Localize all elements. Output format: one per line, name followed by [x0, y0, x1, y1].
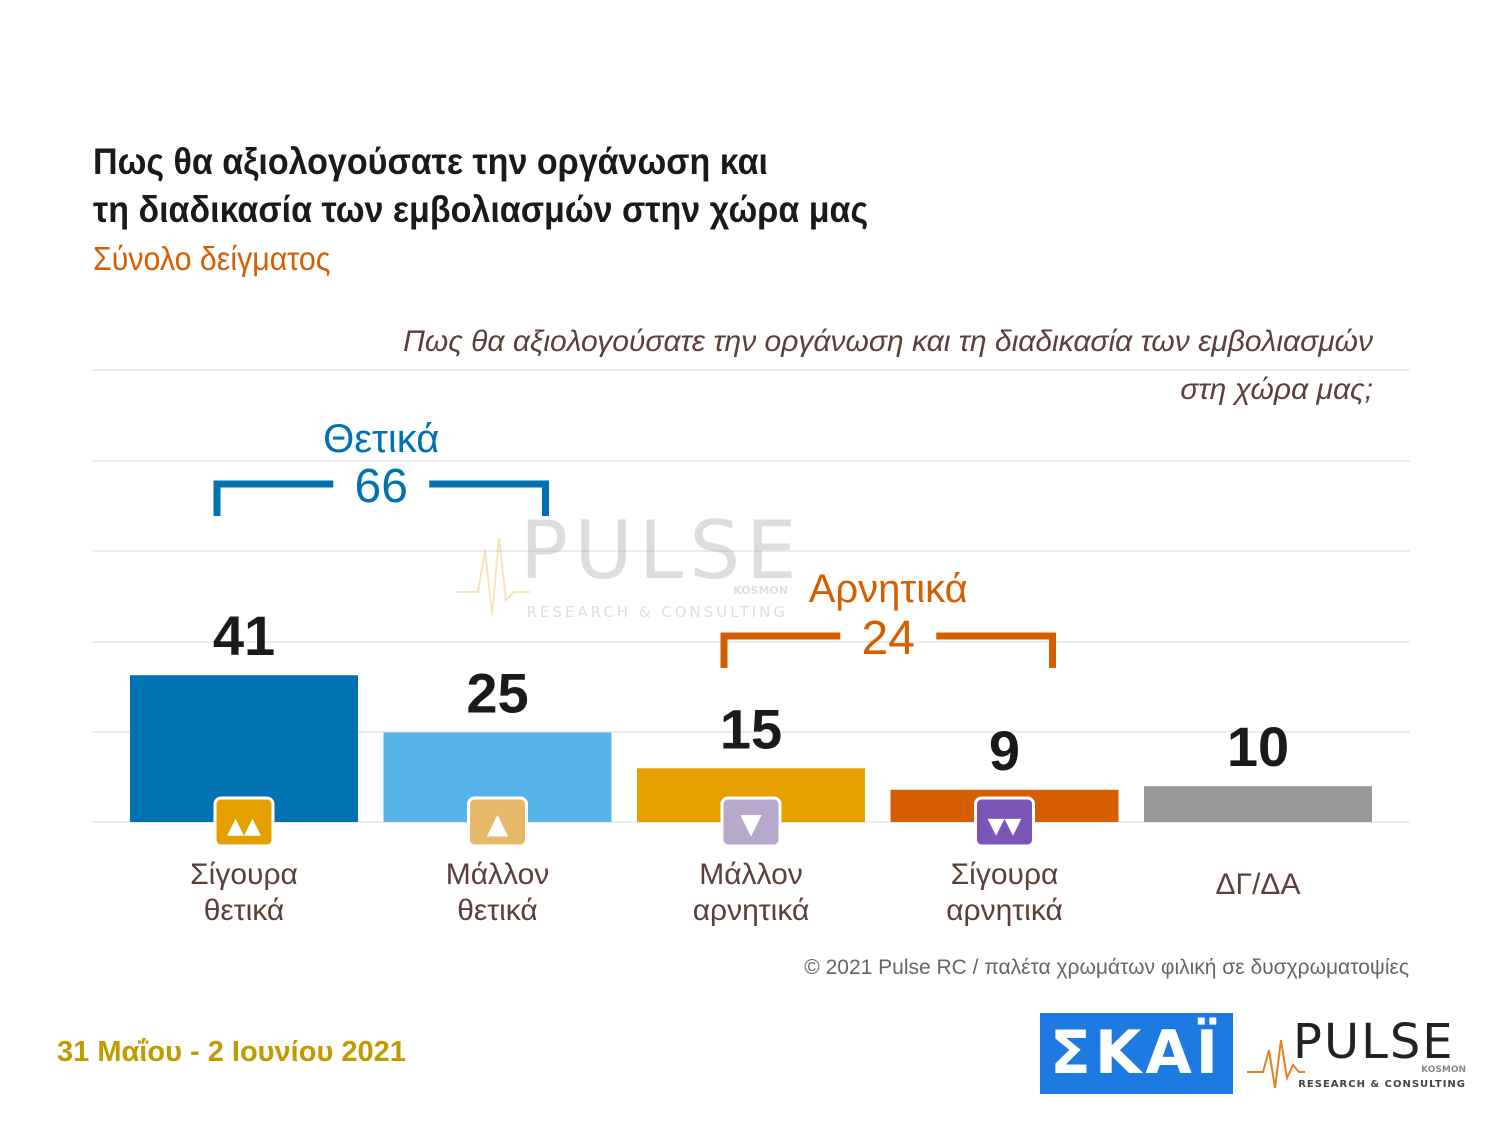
bar-value-label: 15 — [720, 697, 782, 760]
question-line-2: στη χώρα μας; — [1180, 373, 1373, 406]
group-label: Αρνητικά — [809, 567, 968, 611]
thumb-up-icon — [467, 796, 528, 848]
category-label: Μάλλον — [446, 858, 550, 891]
thumb-up-icon-glyph: ▲ — [487, 807, 509, 840]
group-value: 66 — [355, 460, 408, 513]
bar-value-label: 9 — [989, 719, 1020, 782]
group-label: Θετικά — [323, 417, 439, 461]
svg-text:ΣΚΑΪ: ΣΚΑΪ — [1050, 1016, 1222, 1088]
category-label: αρνητικά — [946, 894, 1063, 927]
bar-value-label: 41 — [213, 604, 275, 667]
svg-text:KOSMON: KOSMON — [1421, 1065, 1466, 1075]
group-value: 24 — [862, 612, 915, 665]
double-thumbs-up-icon — [213, 796, 275, 848]
category-label: θετικά — [204, 894, 285, 927]
category-label: ΔΓ/ΔΑ — [1216, 868, 1301, 901]
svg-text:PULSE: PULSE — [1293, 1014, 1455, 1070]
pulse-logo: PULSE KOSMON RESEARCH & CONSULTING — [1245, 1010, 1470, 1100]
bar — [1144, 786, 1372, 822]
bar-value-label: 25 — [466, 662, 528, 725]
watermark-tagline: RESEARCH & CONSULTING — [526, 603, 788, 621]
double-thumbs-down-icon — [974, 796, 1035, 848]
category-label: θετικά — [457, 894, 538, 927]
question-line-1: Πως θα αξιολογούσατε την οργάνωση και τη… — [403, 325, 1373, 358]
page-title: Πως θα αξιολογούσατε την οργάνωση και τη… — [93, 138, 868, 234]
page-subtitle: Σύνολο δείγματος — [93, 240, 331, 277]
group-bracket-right — [936, 632, 1056, 668]
bar-value-label: 10 — [1227, 715, 1289, 778]
group-bracket-left — [720, 632, 841, 668]
category-label: αρνητικά — [693, 894, 810, 927]
double-thumbs-down-icon-glyph: ▼▼ — [988, 814, 1022, 839]
title-line-2: τη διαδικασία των εμβολιασμών στην χώρα … — [93, 189, 869, 230]
title-line-1: Πως θα αξιολογούσατε την οργάνωση και — [93, 141, 769, 182]
double-thumbs-up-icon-glyph: ▲▲ — [227, 814, 261, 839]
watermark-sub: KOSMON — [733, 584, 788, 597]
watermark-brand: PULSE — [520, 504, 803, 597]
survey-question: Πως θα αξιολογούσατε την οργάνωση και τη… — [273, 318, 1373, 414]
group-bracket-left — [213, 480, 334, 516]
category-label: Σίγουρα — [190, 858, 298, 891]
svg-text:RESEARCH & CONSULTING: RESEARCH & CONSULTING — [1298, 1079, 1466, 1090]
credit-text: © 2021 Pulse RC / παλέτα χρωμάτων φιλική… — [804, 956, 1409, 979]
thumb-down-icon-glyph: ▼ — [740, 807, 762, 840]
skai-logo: ΣΚΑΪ — [1040, 1013, 1233, 1094]
category-label: Μάλλον — [699, 858, 803, 891]
survey-date: 31 Μαΐου - 2 Ιουνίου 2021 — [57, 1036, 406, 1068]
group-bracket-right — [429, 480, 549, 516]
thumb-down-icon — [720, 796, 782, 848]
category-label: Σίγουρα — [951, 858, 1059, 891]
